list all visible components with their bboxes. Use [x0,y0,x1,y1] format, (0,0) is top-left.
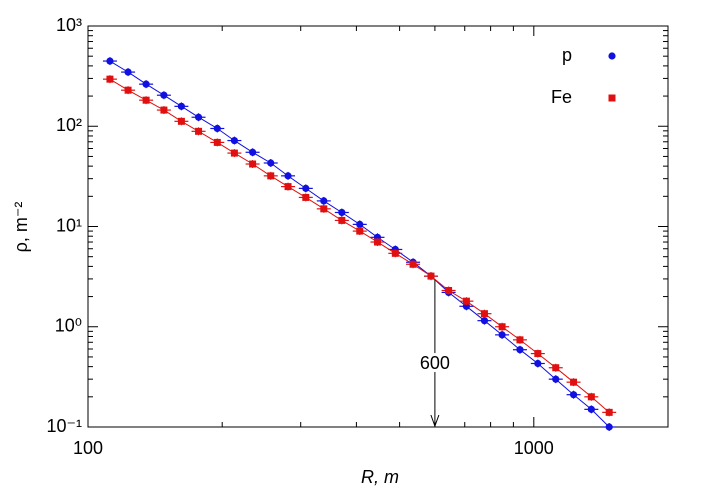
point [534,359,542,368]
point [160,91,168,99]
point [302,193,310,201]
point [462,297,470,305]
point [249,160,257,168]
point [552,375,560,383]
point [320,205,328,213]
point [587,405,595,413]
y-tick-label: 10² [56,115,82,135]
point [498,323,506,331]
arrow-head [430,414,440,428]
x-tick-label: 100 [73,438,103,458]
point [124,68,132,76]
point [605,408,613,416]
point [213,138,221,146]
point [124,86,132,94]
point [409,260,417,268]
legend-marker [608,52,616,60]
point [230,136,238,145]
point [516,346,524,354]
point [480,317,489,325]
point [177,102,186,110]
point [160,106,168,114]
point [427,272,435,280]
point [142,80,150,88]
plot-frame [87,25,669,428]
point [267,159,275,167]
y-tick-label: 10³ [56,15,82,35]
point [267,172,275,180]
point [570,378,578,386]
x-tick-label: 1000 [514,438,554,458]
y-tick-label: 10⁻¹ [46,416,82,436]
x-axis-label: R, m [361,467,399,487]
point [230,149,238,157]
y-tick-label: 10¹ [56,215,82,235]
point [356,220,364,228]
point [373,238,381,246]
point [605,423,613,431]
point [177,117,185,125]
point [534,350,542,358]
point [248,148,257,156]
point [391,249,399,257]
annotation-label: 600 [420,353,450,373]
point [569,391,578,399]
legend-label: Fe [551,87,572,107]
point [338,208,346,217]
point [516,336,524,344]
fit-line [109,78,610,413]
y-tick-label: 10⁰ [55,316,82,336]
annotation-label: 600 [420,353,450,373]
point [587,393,595,401]
point [213,124,221,133]
point [338,216,346,224]
point [106,57,114,65]
point [498,331,506,339]
point [356,227,364,235]
point [480,310,488,318]
point [194,113,203,121]
y-axis-label: ρ, m⁻² [11,202,31,253]
point [302,184,310,192]
point [142,96,150,104]
point [284,172,292,180]
point [445,286,453,294]
point [320,197,328,205]
point [552,364,560,372]
point [284,183,292,191]
point [195,127,203,135]
fit-line [109,60,610,428]
legend-label: p [562,45,572,65]
point [106,75,114,83]
legend-marker [608,94,616,102]
